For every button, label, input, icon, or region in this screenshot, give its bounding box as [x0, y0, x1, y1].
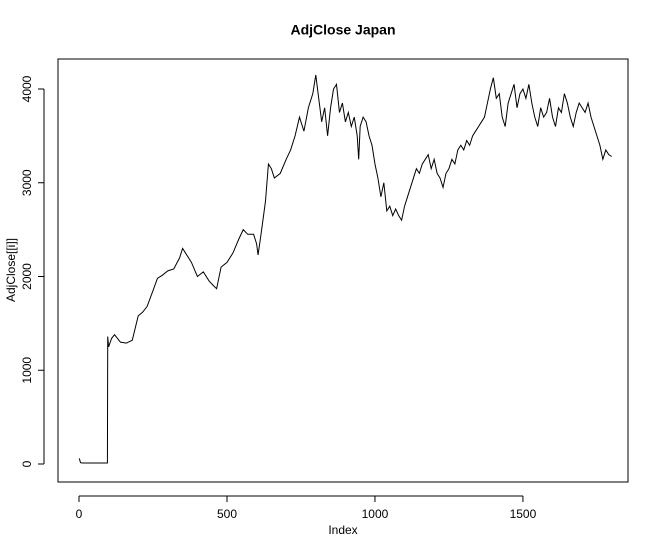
y-tick-label: 3000 — [20, 169, 34, 196]
y-axis-label: AdjClose[[i]] — [4, 238, 18, 302]
chart-title: AdjClose Japan — [290, 22, 395, 38]
data-line — [78, 74, 612, 464]
y-tick-label: 4000 — [20, 75, 34, 102]
x-tick-label: 0 — [76, 507, 83, 521]
y-tick-label: 1000 — [20, 357, 34, 384]
plot-frame — [57, 58, 629, 483]
x-tick-label: 1000 — [362, 507, 389, 521]
y-tick-label: 2000 — [20, 263, 34, 290]
x-tick-label: 1500 — [510, 507, 537, 521]
y-tick-label: 0 — [20, 460, 34, 467]
x-tick-label: 500 — [217, 507, 237, 521]
x-axis-label: Index — [328, 523, 357, 537]
